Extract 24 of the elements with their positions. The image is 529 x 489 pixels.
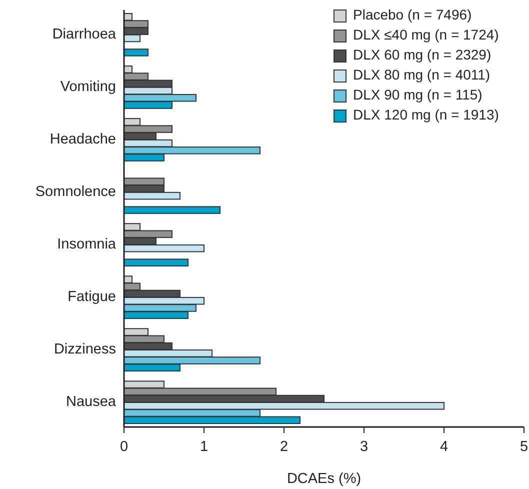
legend-label: DLX 80 mg (n = 4011) [353,66,490,83]
legend-label: DLX 90 mg (n = 115) [353,86,482,103]
x-tick-label: 5 [520,439,528,455]
bar [124,48,148,56]
x-axis-title: DCAEs (%) [286,471,362,487]
legend-label: DLX ≤40 mg (n = 1724) [353,26,499,43]
x-tick-label: 2 [280,439,288,455]
x-tick-label: 1 [200,439,208,455]
y-tick-label: Vomiting [60,79,116,96]
legend-label: DLX 60 mg (n = 2329) [353,46,492,63]
y-tick-label: Headache [50,132,116,148]
legend-label: DLX 120 mg (n = 1913) [353,106,499,123]
x-tick-label: 3 [360,439,368,455]
y-tick-label: Fatigue [68,289,116,306]
y-tick-label: Diarrhoea [52,26,117,43]
y-tick-label: Nausea [66,394,117,410]
x-tick-label: 4 [440,439,448,455]
y-tick-label: Insomnia [57,236,117,253]
bar [124,206,220,214]
legend-label: Placebo (n = 7496) [353,6,472,23]
x-tick-label: 0 [120,439,128,455]
y-tick-label: Dizziness [54,342,116,358]
bar [124,258,188,266]
y-tick-label: Somnolence [35,184,116,200]
